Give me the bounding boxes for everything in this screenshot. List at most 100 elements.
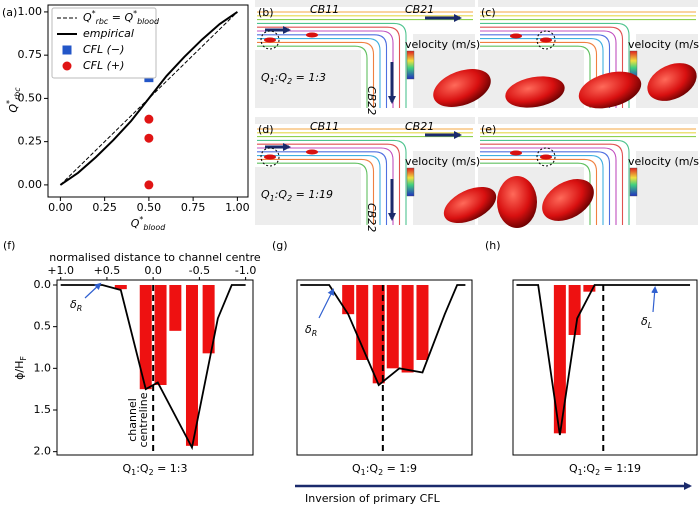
- streamline: [480, 139, 630, 225]
- streamline: [257, 41, 375, 108]
- rbc-shape: [647, 63, 697, 101]
- cell: [264, 37, 276, 43]
- text-part: *: [92, 9, 96, 18]
- cell-highlight: [260, 30, 280, 50]
- cell: [510, 150, 522, 156]
- cell-highlight: [536, 147, 556, 167]
- text-part: blood: [143, 223, 166, 232]
- bar: [169, 285, 182, 331]
- streamline: [480, 26, 624, 108]
- text-part: *: [5, 100, 14, 104]
- streamline: [257, 34, 388, 108]
- colorbar: [629, 167, 638, 197]
- wall: [478, 0, 698, 7]
- channel-label: CB21: [405, 3, 434, 16]
- streamline: [480, 22, 630, 108]
- x-tick-label: 0.50: [137, 201, 162, 214]
- caption: Q1:Q2 = 1:19: [569, 462, 641, 477]
- wall: [255, 167, 361, 225]
- streamline: [257, 139, 407, 225]
- text-part: R: [77, 304, 83, 313]
- rbc-shape: [433, 69, 491, 107]
- streamline: [480, 34, 611, 108]
- annotation-arrow: [84, 282, 102, 299]
- marker: [144, 114, 154, 124]
- colorbar-label: velocity (m/s): [405, 38, 480, 51]
- bar: [114, 285, 127, 290]
- streamline: [257, 22, 407, 108]
- centreline-label: centreline: [137, 392, 150, 447]
- text-part: = 1:3: [154, 462, 188, 475]
- text-part: δ: [305, 323, 312, 336]
- streamline: [257, 45, 368, 108]
- text-part: :Q: [275, 71, 288, 84]
- streamline: [257, 162, 368, 225]
- marker: [62, 45, 72, 55]
- caption: Q1:Q2 = 1:9: [352, 462, 417, 477]
- x-tick-label: 0.00: [48, 201, 73, 214]
- bar: [553, 285, 566, 434]
- bar: [583, 285, 596, 292]
- panel-label: (a): [2, 6, 17, 19]
- caption: Q1:Q2 = 1:3: [122, 462, 187, 477]
- cell: [306, 149, 318, 155]
- rbc-shape: [505, 76, 565, 108]
- wall: [255, 0, 475, 7]
- channel-label: CB22: [365, 203, 378, 232]
- cell: [264, 154, 276, 160]
- colorbar-label: velocity (m/s): [405, 155, 480, 168]
- channel-label: CB22: [365, 86, 378, 115]
- text-part: = 1:19: [292, 188, 333, 201]
- wall: [255, 117, 475, 124]
- streamline: [257, 30, 394, 108]
- annotation: δR: [70, 298, 82, 313]
- y-axis-label: ϕ/HF: [13, 356, 28, 380]
- text-part: 1: [270, 77, 275, 86]
- x-tick-label: 0.0: [144, 264, 162, 277]
- text-part: Q: [83, 11, 92, 24]
- legend-label: Q*rbc = Q*blood: [83, 9, 160, 26]
- text-part: ϕ/H: [13, 361, 26, 380]
- bar: [139, 285, 152, 390]
- profile-line: [516, 284, 691, 436]
- channel-label: CB11: [310, 3, 339, 16]
- flow-ratio: Q1:Q2 = 1:3: [261, 71, 326, 86]
- bar: [342, 285, 355, 315]
- cell-highlight: [260, 147, 280, 167]
- streamline: [480, 38, 604, 108]
- rbc-shape: [542, 179, 594, 221]
- text-part: L: [648, 321, 652, 330]
- text-part: 1: [131, 468, 136, 477]
- wall: [478, 117, 698, 124]
- series-line: [59, 11, 238, 186]
- text-part: blood: [137, 17, 160, 26]
- text-part: = Q: [108, 11, 133, 24]
- x-axis-label: Q*blood: [131, 215, 167, 232]
- text-part: 2: [287, 77, 292, 86]
- streamline: [257, 151, 388, 225]
- colorbar-label: velocity (m/s): [628, 38, 700, 51]
- panel-label: (b): [258, 6, 274, 19]
- bar: [401, 285, 414, 373]
- text-part: rbc: [13, 87, 22, 100]
- legend-label: CFL (+): [83, 59, 124, 72]
- panel-label: (g): [272, 239, 288, 252]
- legend-label: empirical: [83, 27, 134, 40]
- streamline: [480, 143, 624, 225]
- text-part: Q: [352, 462, 361, 475]
- profile-line: [300, 284, 466, 387]
- channel-label: CB21: [405, 120, 434, 133]
- text-part: Q: [122, 462, 131, 475]
- text-part: 2: [595, 468, 600, 477]
- marker: [62, 61, 72, 71]
- text-part: 1: [270, 194, 275, 203]
- cell: [306, 32, 318, 38]
- text-part: 1: [361, 468, 366, 477]
- text-part: Q: [261, 188, 270, 201]
- text-part: = 1:19: [600, 462, 641, 475]
- bar: [568, 285, 581, 335]
- cell-highlight: [536, 30, 556, 50]
- text-part: 1: [578, 468, 583, 477]
- x-tick-label: 0.25: [92, 201, 117, 214]
